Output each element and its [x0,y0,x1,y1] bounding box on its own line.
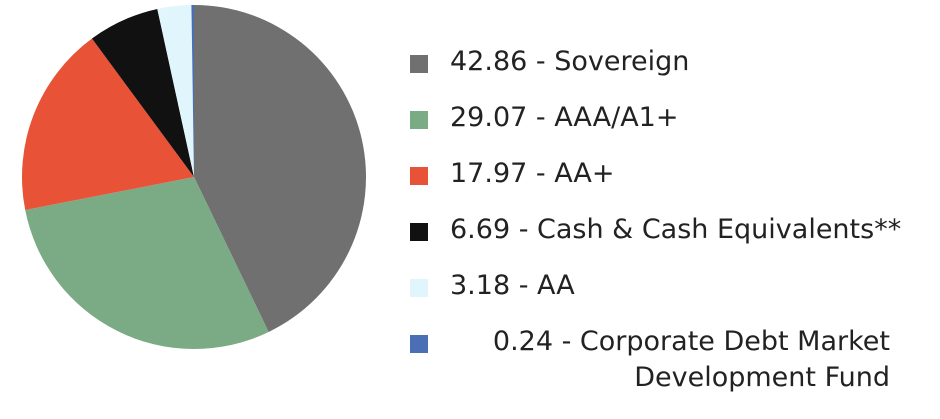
legend-item: 42.86 - Sovereign [410,44,930,100]
pie-chart [22,5,366,349]
legend-label: 29.07 - AAA/A1+ [450,102,679,133]
pie-slice [194,5,366,332]
pie-slice [25,177,269,349]
legend-item: 17.97 - AA+ [410,156,930,212]
legend-item: 29.07 - AAA/A1+ [410,100,930,156]
pie-slice [91,8,194,178]
pie-slice [22,38,195,211]
legend-swatch [410,223,428,241]
pie-slice [157,5,194,178]
legend-item: 3.18 - AA [410,268,930,324]
legend-item: 6.69 - Cash & Cash Equivalents** [410,212,930,268]
legend: 42.86 - Sovereign 29.07 - AAA/A1+ 17.97 - … [410,44,930,393]
legend-label: 0.24 - Corporate Debt Market Development… [492,326,890,393]
legend-label: 42.86 - Sovereign [450,46,690,77]
legend-swatch [410,111,428,129]
legend-swatch [410,167,428,185]
legend-item: 0.24 - Corporate Debt Market Development… [410,324,930,393]
legend-label: 3.18 - AA [450,270,575,301]
pie-slice [191,5,194,177]
legend-label: 6.69 - Cash & Cash Equivalents** [450,214,902,245]
legend-swatch [410,55,428,73]
legend-label: 17.97 - AA+ [450,158,615,189]
legend-swatch [410,279,428,297]
legend-swatch [410,335,428,353]
